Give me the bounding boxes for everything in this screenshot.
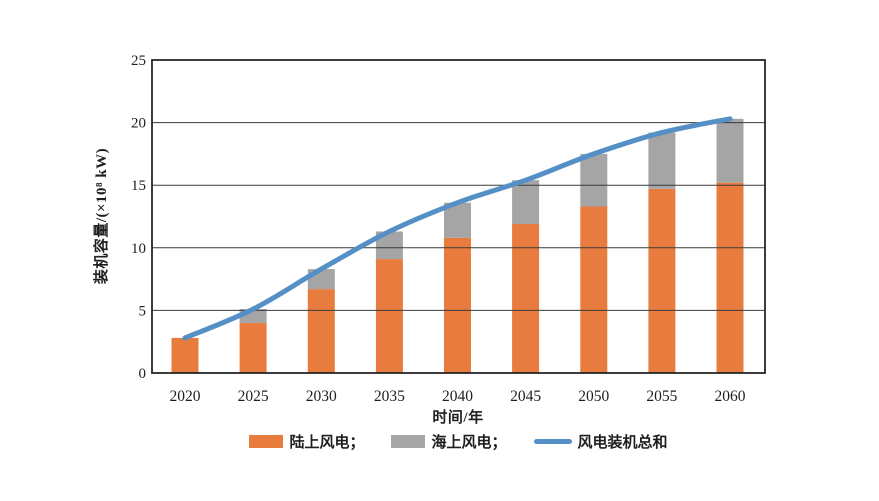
legend-item-onshore: 陆上风电； — [249, 431, 364, 452]
x-tick-label-2055: 2055 — [646, 388, 677, 405]
bar-segment-2045-onshore — [512, 224, 540, 373]
legend: 陆上风电； 海上风电； 风电装机总和 — [152, 431, 765, 452]
x-tick-label-2045: 2045 — [510, 388, 541, 405]
x-tick-label-2035: 2035 — [374, 388, 405, 405]
x-tick-label-2020: 2020 — [170, 388, 201, 405]
bar-segment-2030-onshore — [307, 289, 335, 373]
legend-swatch-offshore — [391, 434, 426, 448]
bar-segment-2040-onshore — [444, 237, 471, 373]
legend-item-total: 风电装机总和 — [533, 431, 668, 452]
x-axis-title: 时间/年 — [432, 408, 483, 426]
y-tick-label-5: 5 — [139, 303, 147, 319]
bar-segment-2045-offshore — [512, 180, 540, 224]
legend-swatch-total-line — [533, 438, 572, 444]
legend-label-offshore: 海上风电； — [431, 434, 507, 451]
legend-label-total: 风电装机总和 — [577, 434, 668, 451]
x-tick-label-2025: 2025 — [238, 388, 269, 405]
y-tick-label-0: 0 — [139, 366, 147, 382]
bar-segment-2060-offshore — [716, 118, 744, 183]
x-tick-label-2030: 2030 — [306, 388, 337, 405]
x-tick-label-2050: 2050 — [578, 388, 609, 405]
plot-border — [151, 59, 766, 374]
bar-segment-2055-onshore — [648, 189, 676, 373]
legend-item-offshore: 海上风电； — [391, 431, 507, 452]
x-tick-label-2060: 2060 — [715, 388, 746, 405]
x-tick-label-2040: 2040 — [442, 388, 473, 405]
bar-segment-2050-offshore — [580, 153, 608, 207]
bar-segment-2050-onshore — [580, 206, 608, 373]
y-axis-title: 装机容量/(×10⁸ kW) — [92, 148, 110, 285]
y-tick-label-25: 25 — [131, 53, 146, 69]
y-tick-label-15: 15 — [131, 178, 146, 194]
legend-label-onshore: 陆上风电； — [289, 434, 365, 451]
bar-segment-2035-onshore — [375, 259, 403, 373]
y-tick-label-10: 10 — [131, 241, 146, 257]
y-tick-label-20: 20 — [131, 116, 146, 132]
legend-swatch-onshore — [249, 434, 284, 448]
bar-segment-2055-offshore — [648, 132, 676, 189]
bar-segment-2060-onshore — [716, 182, 744, 373]
bar-segment-2025-onshore — [239, 322, 267, 373]
total-capacity-line — [182, 116, 733, 341]
bar-segment-2020-onshore — [171, 337, 199, 373]
